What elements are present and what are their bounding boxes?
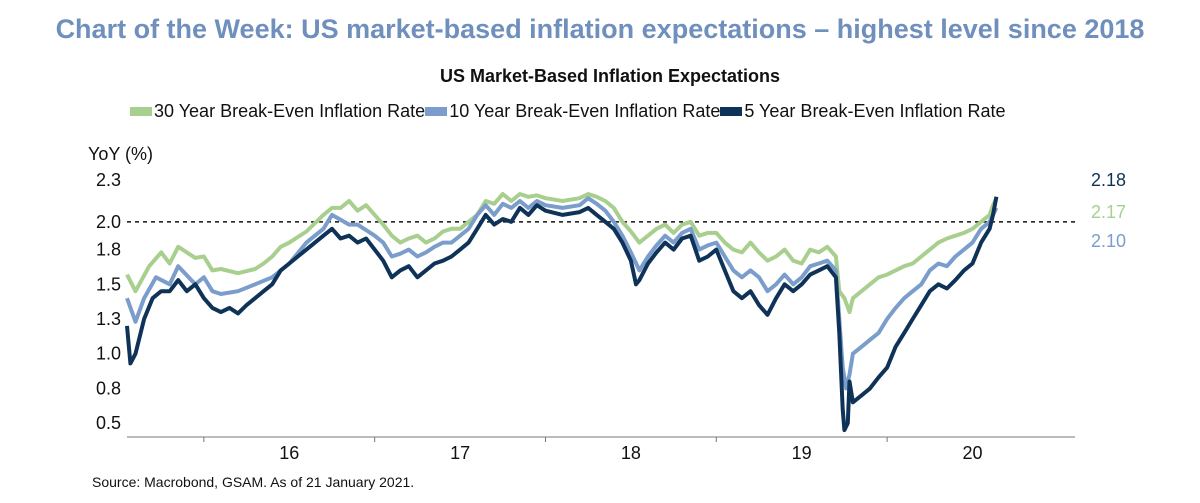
x-tick-label: 19 (792, 443, 812, 463)
legend-item-5y: 5 Year Break-Even Inflation Rate (720, 101, 1006, 122)
series-line-5y (125, 196, 999, 433)
legend-swatch-30y (130, 107, 152, 116)
source-note: Source: Macrobond, GSAM. As of 21 Januar… (92, 474, 415, 490)
y-axis-title: YoY (%) (88, 144, 153, 164)
y-tick-label: 1.5 (96, 274, 121, 294)
y-tick-label: 0.5 (96, 413, 121, 433)
legend-item-30y: 30 Year Break-Even Inflation Rate (130, 101, 425, 122)
legend-item-10y: 10 Year Break-Even Inflation Rate (425, 101, 720, 122)
y-tick-label: 1.8 (96, 240, 121, 260)
x-tick-label: 16 (279, 443, 299, 463)
series-line-30y (125, 192, 999, 315)
y-tick-label: 2.3 (96, 170, 121, 190)
y-tick-label: 1.0 (96, 344, 121, 364)
y-tick-label: 2.0 (96, 212, 121, 232)
x-tick-label: 17 (450, 443, 470, 463)
x-tick-label: 20 (962, 443, 982, 463)
series-line-10y (125, 196, 999, 391)
y-tick-label: 0.8 (96, 378, 121, 398)
legend-swatch-10y (425, 107, 448, 116)
x-tick-label: 18 (621, 443, 641, 463)
legend-label-5y: 5 Year Break-Even Inflation Rate (744, 101, 1006, 121)
end-label-5y: 2.18 (1091, 170, 1126, 190)
end-label-30y: 2.17 (1091, 202, 1126, 222)
legend-swatch-5y (720, 107, 743, 116)
page-headline: Chart of the Week: US market-based infla… (55, 14, 1145, 44)
y-tick-label: 1.3 (96, 309, 121, 329)
chart-title: US Market-Based Inflation Expectations (439, 66, 781, 86)
chart-legend: 30 Year Break-Even Inflation Rate 10 Yea… (130, 101, 1006, 122)
end-label-10y: 2.10 (1091, 231, 1126, 251)
legend-label-30y: 30 Year Break-Even Inflation Rate (154, 101, 426, 121)
legend-label-10y: 10 Year Break-Even Inflation Rate (449, 101, 721, 121)
